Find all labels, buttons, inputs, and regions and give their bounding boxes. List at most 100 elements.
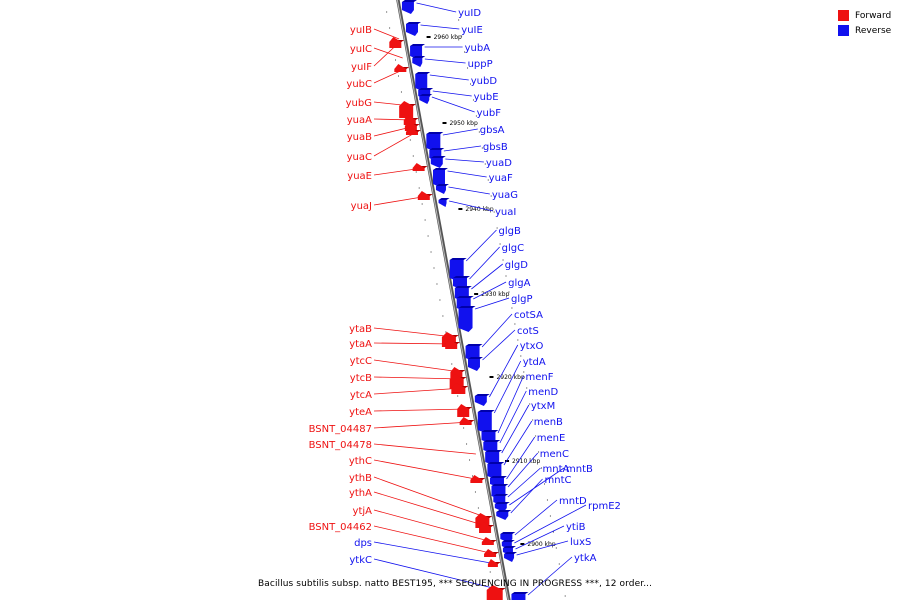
gene-glgD <box>454 288 469 298</box>
gene-glgC <box>452 278 467 286</box>
gene-yuaI <box>438 198 450 200</box>
gene-label-gbsB: gbsB <box>483 142 508 153</box>
leader-menD <box>499 390 527 444</box>
leader-yuaC <box>373 131 417 157</box>
gene-label-yubG: yubG <box>346 98 372 109</box>
leader-ytcC <box>373 359 461 373</box>
gene-label-ytaA: ytaA <box>349 339 372 350</box>
gene-yuaA <box>403 115 416 120</box>
gene-label-menD: menD <box>528 387 558 398</box>
leader-ytiB <box>515 525 565 550</box>
kbp-label: 2960 kbp <box>434 34 462 41</box>
leader-yuaG <box>448 186 490 195</box>
leader-ytxO <box>489 344 519 398</box>
gene-BSNT_04487 <box>459 422 472 425</box>
gene-yuIE <box>405 24 418 32</box>
gene-ytkC <box>486 585 503 590</box>
gene-label-yubE: yubE <box>474 92 499 103</box>
gene-yuID <box>401 10 414 14</box>
gene-label-menB: menB <box>534 417 563 428</box>
kbp-label: 2920 kbp <box>496 374 524 381</box>
gene-gbsB <box>429 150 442 158</box>
gene-label-yubC: yubC <box>346 79 372 90</box>
gene-label-yubD: yubD <box>471 76 498 87</box>
gene-luxS <box>504 554 515 558</box>
legend-forward: Forward <box>838 8 891 23</box>
gene-menC <box>491 486 506 496</box>
gene-yuaI <box>438 203 447 207</box>
gene-cotSA <box>465 344 483 346</box>
gene-label-yuaG: yuaG <box>492 190 518 201</box>
leader-ytdA <box>493 360 522 414</box>
gene-BSNT_04462 <box>484 554 497 557</box>
gene-label-menE: menE <box>537 433 566 444</box>
gene-label-ytcC: ytcC <box>350 356 372 367</box>
gene-ythA <box>479 527 492 533</box>
leader-BSNT_04462 <box>373 525 495 555</box>
gene-mntD <box>500 534 513 539</box>
gene-label-glgA: glgA <box>508 278 530 289</box>
gene-ytaB <box>441 332 456 337</box>
gene-glgD <box>454 286 472 288</box>
leader-glgP <box>474 297 510 310</box>
kbp-label: 2940 kbp <box>465 206 493 213</box>
gene-menE <box>489 476 507 478</box>
leader-mntA <box>507 467 541 498</box>
gene-mntB <box>494 504 507 508</box>
kbp-label: 2950 kbp <box>449 120 477 127</box>
gene-label-yuIC: yuIC <box>350 44 372 55</box>
gene-yuaJ <box>417 191 430 196</box>
leader-cotS <box>482 329 516 361</box>
gene-yuIE <box>405 22 421 24</box>
gene-yuIF <box>389 42 402 48</box>
leader-yuIB <box>373 28 400 40</box>
gene-menF <box>481 430 499 432</box>
gene-label-menF: menF <box>525 372 553 383</box>
gene-ytxO <box>474 396 487 402</box>
leader-yubF <box>431 96 475 113</box>
gene-ytiB <box>502 546 516 548</box>
gene-label-dps: dps <box>354 538 372 549</box>
gene-ytkA <box>511 592 529 594</box>
gene-ytcC <box>450 367 463 372</box>
leader-ytkA <box>527 556 573 596</box>
gene-label-glgC: glgC <box>502 243 524 254</box>
gene-yuaD <box>430 158 443 164</box>
gene-yteA <box>457 409 470 417</box>
gene-yubA <box>410 44 426 46</box>
gene-ytjA <box>481 542 494 545</box>
gene-glgA <box>456 298 471 308</box>
leader-mntD <box>514 499 558 536</box>
gene-label-yubA: yubA <box>465 43 491 54</box>
gene-gbsB <box>429 148 445 150</box>
gene-yuaD <box>430 164 443 168</box>
leader-yuaF <box>447 170 487 178</box>
gene-ythB <box>475 513 490 518</box>
gene-label-yuIE: yuIE <box>461 25 483 36</box>
leader-yubE <box>432 90 472 97</box>
leader-menF <box>497 375 524 434</box>
gene-mntA <box>493 494 509 496</box>
gene-ythA <box>479 522 492 527</box>
genome-backbone <box>396 0 511 600</box>
leader-glgB <box>465 229 497 262</box>
gene-yubF <box>419 100 430 104</box>
gene-yuaJ <box>417 196 430 200</box>
leader-yubD <box>429 74 469 81</box>
gene-yuaE <box>412 168 425 171</box>
leader-ytkC <box>373 558 502 591</box>
legend-reverse: Reverse <box>838 23 891 38</box>
gene-glgB <box>449 258 467 260</box>
gene-label-ytkA: ytkA <box>574 553 597 564</box>
leader-menC <box>507 452 539 488</box>
gene-ytcA <box>451 383 466 388</box>
gene-menB <box>487 464 502 476</box>
leader-uppP <box>424 58 466 64</box>
gene-label-yubF: yubF <box>477 108 502 119</box>
gene-mntB <box>494 502 510 504</box>
gene-yubA <box>410 46 423 56</box>
gene-yuaC <box>405 127 418 132</box>
gene-glgP <box>458 306 476 308</box>
gene-luxS <box>504 552 518 554</box>
